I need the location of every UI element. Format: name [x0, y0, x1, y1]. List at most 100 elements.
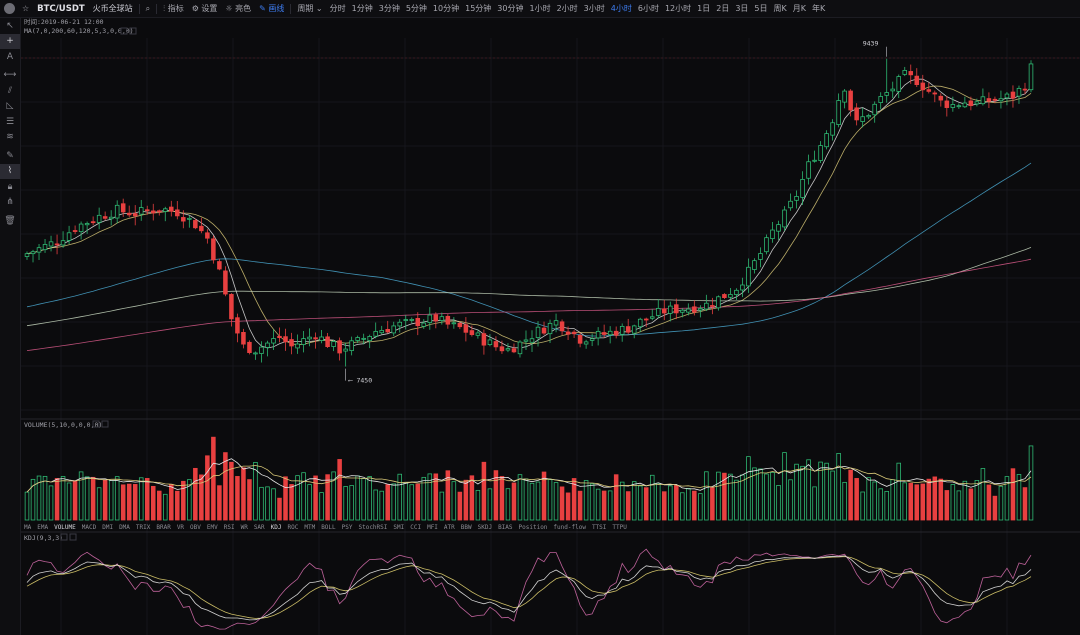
indicator-tab-emv[interactable]: EMV [206, 523, 218, 531]
indicator-tab-skdj[interactable]: SKDJ [477, 523, 493, 531]
period-19[interactable]: 年K [812, 4, 826, 13]
magnet-icon[interactable]: ⋔ [6, 197, 14, 208]
indicator-tab-ttpu[interactable]: TTPU [612, 523, 627, 531]
indicator-tab-bbw[interactable]: BBW [460, 523, 472, 531]
toolbar-divider [138, 3, 140, 14]
indicator-tab-trix[interactable]: TRIX [135, 523, 151, 531]
indicator-tab-ma[interactable]: MA [24, 523, 32, 531]
candle [403, 315, 409, 330]
period-8[interactable]: 2小时 [556, 4, 578, 13]
period-7[interactable]: 1小时 [529, 4, 551, 13]
indicator-tab-obv[interactable]: OBV [190, 523, 201, 531]
volume-bar [674, 485, 679, 521]
volume-bar [42, 475, 48, 521]
indicator-tab-roc[interactable]: ROC [287, 523, 299, 531]
cursor-arrow-icon[interactable]: ↖ [6, 20, 14, 31]
indicators-button[interactable]: ⫶ 指标 [159, 0, 188, 17]
brush-icon[interactable]: ⌇ [0, 163, 20, 179]
indicator-tab-kdj[interactable]: KDJ [270, 523, 282, 531]
period-dropdown[interactable]: 周期 ⌄ [297, 4, 323, 13]
search-icon[interactable]: ⌕ [145, 3, 151, 13]
volume-bar [1010, 468, 1016, 521]
chart-canvas[interactable]: 9439 ⟵ 7450 时间:2019-06-21 12:00 MA(7,0,20… [21, 18, 1080, 635]
candle [613, 326, 619, 339]
crosshair-icon[interactable]: + [0, 33, 20, 49]
candle [114, 200, 120, 224]
indicator-tab-atr[interactable]: ATR [443, 523, 455, 531]
indicator-tab-mtm[interactable]: MTM [304, 523, 316, 531]
ma-close-icon[interactable] [129, 27, 137, 35]
period-5[interactable]: 15分钟 [465, 4, 492, 13]
volume-bar [265, 486, 270, 521]
favorite-star-icon[interactable]: ☆ [22, 4, 30, 13]
candle [571, 330, 577, 339]
volume-bar [301, 472, 306, 521]
period-1[interactable]: 1分钟 [351, 4, 373, 13]
candle [884, 58, 889, 103]
volume-close-icon[interactable] [101, 420, 109, 428]
period-2[interactable]: 3分钟 [378, 4, 400, 13]
indicator-tab-brar[interactable]: BRAR [156, 523, 171, 531]
candle [655, 299, 661, 319]
wave-icon[interactable]: ≋ [6, 132, 14, 143]
indicator-tab-dmi[interactable]: DMI [102, 523, 114, 531]
indicator-tab-psy[interactable]: PSY [341, 523, 353, 531]
lock-icon[interactable]: 🔒︎ [7, 181, 13, 192]
volume-bar [529, 482, 535, 521]
horizontal-line-icon[interactable]: ⟷ [3, 70, 17, 81]
ma-settings-gear-icon[interactable] [120, 27, 128, 35]
triangle-icon[interactable]: ◺ [6, 101, 14, 112]
candle [938, 93, 944, 107]
period-0[interactable]: 分时 [329, 4, 346, 13]
period-15[interactable]: 3日 [735, 4, 749, 13]
indicator-tab-smi[interactable]: SMI [393, 523, 405, 531]
text-icon[interactable]: A [6, 51, 14, 62]
candle [920, 74, 926, 98]
pencil-icon[interactable]: ✎ [6, 150, 14, 161]
fib-icon[interactable]: ⫽ [7, 85, 12, 96]
trash-icon[interactable]: 🗑︎ [4, 215, 16, 226]
indicator-tab-rsi[interactable]: RSI [223, 523, 235, 531]
period-18[interactable]: 月K [792, 4, 807, 13]
ma-line-120 [26, 247, 1032, 327]
indicator-tab-vr[interactable]: VR [176, 523, 185, 531]
draw-button[interactable]: ✎ 画线 [255, 0, 288, 17]
indicator-tab-sar[interactable]: SAR [253, 523, 265, 531]
period-4[interactable]: 10分钟 [432, 4, 460, 13]
indicator-tab-ema[interactable]: EMA [37, 523, 49, 531]
period-6[interactable]: 30分钟 [497, 4, 524, 13]
period-16[interactable]: 5日 [754, 4, 768, 13]
kdj-settings-gear-icon[interactable] [60, 533, 68, 541]
period-12[interactable]: 12小时 [664, 4, 692, 13]
period-3[interactable]: 5分钟 [405, 4, 427, 13]
volume-settings-gear-icon[interactable] [92, 420, 100, 428]
candle [932, 90, 938, 103]
indicator-tab-stochrsi[interactable]: StochRSI [358, 523, 388, 531]
indicator-tab-boll[interactable]: BOLL [321, 523, 336, 531]
kdj-close-icon[interactable] [69, 533, 77, 541]
indicator-tab-position[interactable]: Position [518, 523, 548, 531]
parallel-channel-icon[interactable]: ☰ [5, 116, 15, 127]
period-11[interactable]: 6小时 [637, 4, 659, 13]
period-13[interactable]: 1日 [697, 4, 711, 13]
indicator-tab-fund-flow[interactable]: fund-flow [553, 523, 586, 531]
candle [836, 93, 841, 128]
candle [72, 225, 78, 235]
candle [211, 235, 216, 264]
indicator-tab-mfi[interactable]: MFI [427, 523, 438, 531]
period-17[interactable]: 周K [773, 4, 787, 13]
indicator-tab-bias[interactable]: BIAS [498, 523, 513, 531]
volume-bar [926, 478, 932, 521]
period-9[interactable]: 3小时 [583, 4, 605, 13]
period-10[interactable]: 4小时 [610, 4, 632, 13]
indicator-tab-ttsi[interactable]: TTSI [591, 523, 607, 531]
theme-button[interactable]: ☼ 亮色 [221, 0, 255, 17]
settings-button[interactable]: ⚙ 设置 [188, 0, 222, 17]
indicator-tab-volume[interactable]: VOLUME [54, 523, 76, 531]
volume-bar [271, 488, 276, 521]
period-14[interactable]: 2日 [716, 4, 730, 13]
indicator-tab-dma[interactable]: DMA [119, 523, 130, 531]
indicator-tab-macd[interactable]: MACD [81, 523, 97, 531]
indicator-tab-cci[interactable]: CCI [410, 523, 422, 531]
indicator-tab-wr[interactable]: WR [240, 523, 248, 531]
